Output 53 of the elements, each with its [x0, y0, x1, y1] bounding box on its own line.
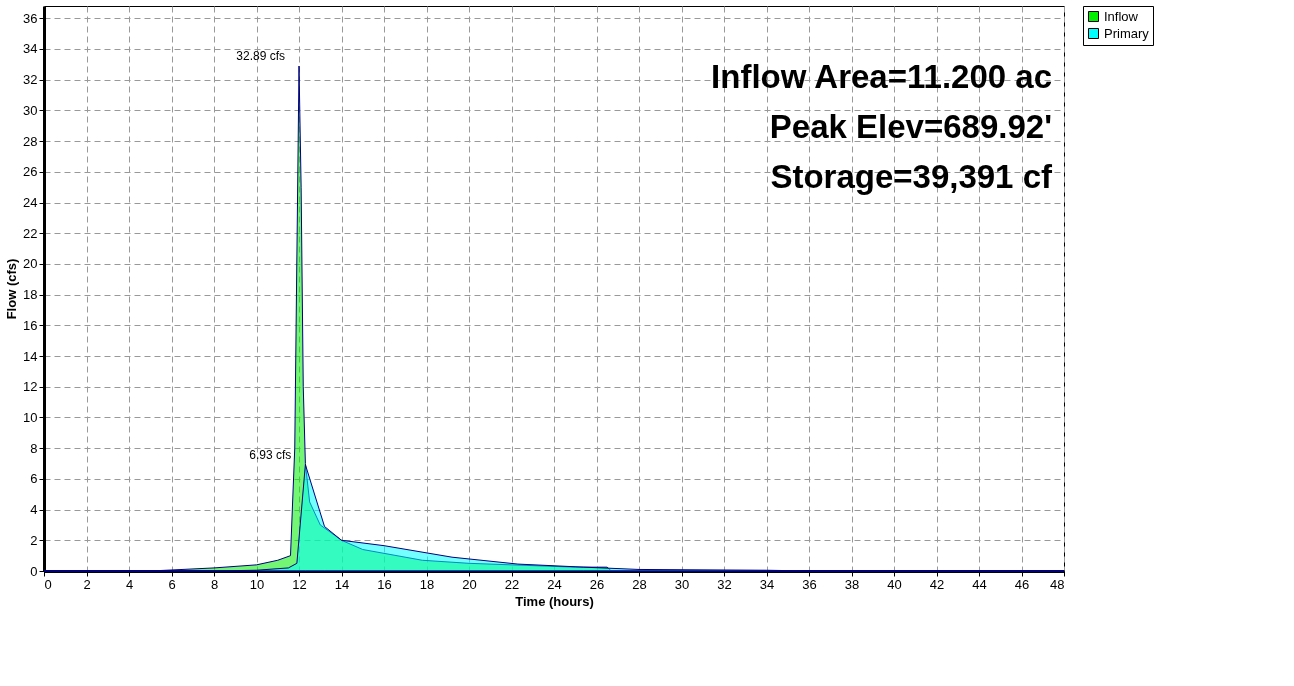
x-tick-label: 8 — [210, 576, 219, 592]
x-tick-label: 2 — [83, 576, 91, 592]
y-tick-label: 2 — [30, 532, 38, 548]
x-tick-label: 46 — [1014, 576, 1030, 592]
x-tick-label: 18 — [419, 576, 435, 592]
annotation: 32.89 cfs — [236, 49, 285, 64]
x-tick-label: 42 — [929, 576, 945, 592]
y-tick-label: 22 — [23, 225, 38, 241]
x-tick-label: 24 — [547, 576, 562, 592]
annotation: Peak Elev=689.92' — [769, 108, 1052, 145]
x-axis-title: Time (hours) — [515, 593, 594, 609]
x-tick-label: 40 — [887, 576, 902, 592]
y-tick-label: 8 — [30, 440, 38, 456]
y-axis-title: Flow (cfs) — [4, 258, 20, 320]
y-tick-label: 0 — [30, 563, 38, 579]
x-tick-label: 26 — [589, 576, 605, 592]
x-tick-label: 4 — [125, 576, 134, 592]
x-tick-label: 6 — [168, 576, 176, 592]
y-tick-label: 18 — [23, 287, 38, 303]
legend-label: Primary — [1104, 25, 1150, 41]
y-tick-label: 34 — [23, 41, 38, 57]
x-tick-label: 34 — [759, 576, 775, 592]
y-tick-label: 30 — [23, 102, 38, 118]
y-tick-label: 12 — [23, 379, 38, 395]
x-tick-label: 22 — [504, 576, 520, 592]
y-tick-label: 28 — [23, 133, 38, 149]
y-tick-label: 16 — [23, 317, 38, 333]
x-tick-label: 14 — [334, 576, 350, 592]
x-tick-label: 12 — [292, 576, 307, 592]
x-tick-label: 0 — [44, 576, 52, 592]
x-tick-label: 44 — [972, 576, 987, 592]
x-tick-label: 36 — [802, 576, 817, 592]
x-tick-label: 48 — [1050, 576, 1065, 592]
legend-label: Inflow — [1104, 8, 1139, 24]
x-tick-label: 28 — [632, 576, 647, 592]
x-tick-label: 16 — [377, 576, 392, 592]
y-tick-label: 26 — [23, 164, 38, 180]
y-tick-label: 10 — [23, 409, 38, 425]
x-tick-label: 38 — [844, 576, 860, 592]
y-tick-label: 24 — [23, 195, 38, 211]
x-tick-label: 10 — [249, 576, 265, 592]
y-tick-label: 14 — [23, 348, 38, 364]
x-tick-label: 20 — [462, 576, 477, 592]
y-tick-label: 4 — [30, 502, 38, 518]
y-tick-label: 20 — [23, 256, 38, 272]
annotation: Inflow Area=11.200 ac — [711, 58, 1052, 95]
y-tick-label: 6 — [30, 471, 38, 487]
y-tick-label: 36 — [23, 10, 38, 26]
y-tick-label: 32 — [23, 72, 38, 88]
x-tick-label: 32 — [717, 576, 732, 592]
x-tick-label: 30 — [674, 576, 690, 592]
annotation: 6.93 cfs — [249, 447, 292, 462]
annotation: Storage=39,391 cf — [770, 158, 1053, 195]
